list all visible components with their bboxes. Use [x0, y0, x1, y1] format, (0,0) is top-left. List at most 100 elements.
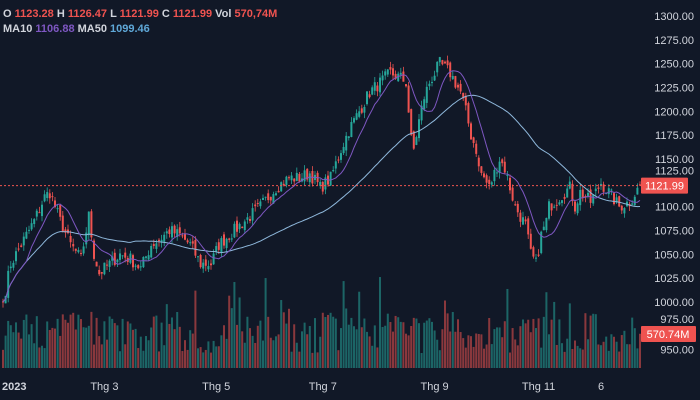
volume-bar [272, 340, 275, 368]
volume-bar [2, 349, 4, 368]
candle [506, 171, 509, 181]
volume-value: 570,74M [234, 8, 277, 20]
candle [379, 73, 381, 97]
price-tick-label: 950.00 [660, 345, 694, 357]
close-label: C [162, 8, 170, 20]
candle [293, 178, 296, 186]
candle-body [306, 168, 309, 180]
candle-body [358, 111, 361, 117]
volume-bar [51, 327, 54, 368]
volume-bar [72, 312, 75, 368]
volume-bar [189, 330, 192, 368]
candle-body [353, 118, 355, 123]
volume-bar [4, 335, 7, 368]
candle-body [59, 205, 62, 217]
candle-body [386, 69, 389, 75]
candle [48, 189, 51, 204]
volume-bar [93, 344, 95, 368]
candle [568, 176, 571, 190]
volume-bar [558, 319, 561, 368]
volume-bar [602, 341, 605, 368]
volume-bar [384, 325, 387, 368]
candle [30, 218, 33, 231]
candle [527, 216, 530, 239]
volume-bar [581, 349, 584, 368]
volume-bar [397, 317, 400, 368]
candle-body [540, 231, 543, 254]
volume-bar [532, 318, 535, 368]
price-axis: 1300.00 1275.00 1250.00 1225.00 1200.00 1175.… [654, 11, 694, 357]
volume-bar [394, 315, 397, 368]
candle-body [537, 254, 540, 256]
candle [43, 190, 46, 203]
time-tick-label: Thg 9 [421, 381, 449, 393]
candle [373, 76, 376, 95]
volume-bar [202, 352, 205, 368]
candle-body [145, 256, 147, 258]
volume-bar [628, 344, 631, 368]
volume-bar [64, 319, 67, 368]
volume-bar [251, 335, 254, 368]
candle-body [230, 238, 233, 240]
volume-bar [503, 321, 506, 368]
volume-label: Vol [215, 8, 231, 20]
volume-bar [220, 335, 223, 368]
candle [436, 61, 439, 77]
time-tick-label: Thg 5 [202, 381, 230, 393]
candle-body [457, 84, 459, 88]
volume-bar [269, 337, 272, 368]
candle-body [581, 189, 584, 199]
candle-body [121, 255, 124, 257]
candle-body [220, 238, 223, 253]
volume-bar [381, 326, 384, 368]
volume-bar [485, 344, 488, 368]
volume-bar [488, 318, 491, 368]
last-price-tag: 1121.99 [641, 177, 688, 194]
candle-body [28, 229, 30, 231]
candle-body [503, 161, 506, 173]
volume-bar [626, 344, 628, 368]
volume-bar [589, 315, 592, 368]
candle [524, 216, 527, 225]
volume-bar [576, 345, 579, 368]
volume-bar [48, 329, 51, 368]
candle-body [2, 301, 4, 303]
volume-bar [454, 331, 457, 368]
candle-body [337, 159, 340, 161]
candle-body [607, 188, 610, 195]
volume-bar [119, 351, 121, 368]
volume-bar [293, 324, 296, 368]
candle-body [9, 266, 12, 269]
candle [574, 199, 576, 215]
volume-bar [433, 330, 436, 368]
ma50-label: MA50 [78, 23, 107, 35]
candle-body [238, 223, 241, 230]
candle [384, 68, 387, 80]
candle [295, 167, 298, 182]
candle [329, 171, 332, 186]
volume-bar [126, 321, 129, 368]
candle [241, 226, 244, 229]
candle-body [509, 177, 511, 191]
volume-bar [355, 329, 358, 368]
volume-bar [308, 326, 311, 368]
time-tick-label: Thg 7 [309, 381, 337, 393]
volume-bar [303, 322, 306, 368]
volume-bar [600, 345, 602, 368]
volume-bar [111, 318, 114, 368]
candle-body [191, 241, 194, 244]
volume-bar [366, 331, 368, 368]
volume-bar [459, 332, 462, 368]
candle-body [103, 262, 106, 275]
candle-body [54, 200, 56, 208]
volume-bar [605, 336, 608, 368]
volume-bar [311, 352, 314, 368]
candle [597, 184, 600, 194]
candle-body [113, 252, 116, 265]
volume-bar [171, 317, 173, 368]
candle [150, 243, 153, 259]
volume-bar [350, 317, 353, 368]
volume-bar [176, 311, 179, 368]
candle [165, 227, 168, 239]
